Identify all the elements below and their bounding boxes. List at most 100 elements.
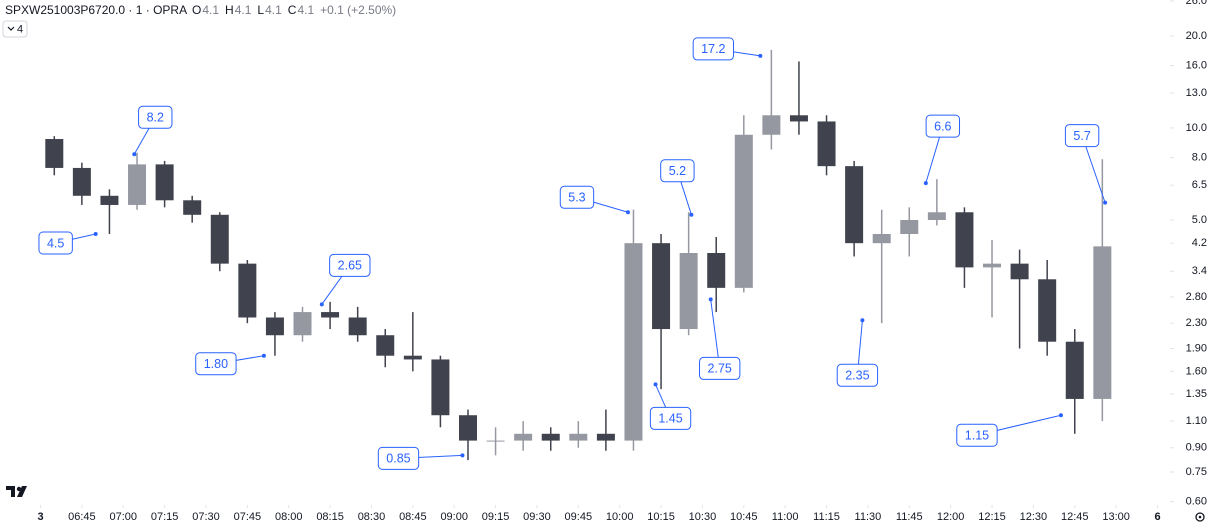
indicator-toggle[interactable] xyxy=(2,20,28,38)
callout-box xyxy=(836,363,879,387)
x-tick-label: 11:15 xyxy=(813,511,840,523)
y-tick-label: 2.80 xyxy=(1186,291,1207,303)
candle-body xyxy=(541,433,560,441)
candle-body xyxy=(155,164,174,201)
y-tick-label: 20.0 xyxy=(1186,30,1207,42)
candle-body xyxy=(927,212,946,221)
callout-label: 4.5 xyxy=(47,236,64,250)
x-tick-label: 6 xyxy=(1154,511,1160,523)
x-tick-label: 08:00 xyxy=(275,511,303,523)
ohlc-legend: O 4.1 H 4.1 L 4.1 C 4.1 +0.1 (+2.50%) xyxy=(192,3,396,17)
callout-label: 8.2 xyxy=(147,111,164,125)
candle-body xyxy=(128,164,147,205)
candle-body xyxy=(789,115,808,122)
ohlc-value: 4.1 xyxy=(265,3,282,17)
candle-body xyxy=(1038,279,1057,342)
x-tick-label: 11:00 xyxy=(772,511,799,523)
x-tick-label: 08:45 xyxy=(399,511,427,523)
candle-body xyxy=(1093,246,1112,399)
ohlc-value: 4.1 xyxy=(297,3,314,17)
callout-box xyxy=(649,406,692,430)
candle-body xyxy=(403,355,422,360)
candle-body xyxy=(845,166,864,244)
callout-point xyxy=(923,181,928,186)
callout-point xyxy=(261,353,266,358)
y-tick-label: 6.5 xyxy=(1192,179,1207,191)
candle-body xyxy=(458,415,477,441)
callout-point xyxy=(1103,200,1108,205)
candle-body xyxy=(486,440,505,442)
callout-box xyxy=(1064,124,1100,148)
y-tick-label: 13.0 xyxy=(1186,87,1207,99)
candle-body xyxy=(265,317,284,336)
x-tick-label: 07:45 xyxy=(234,511,262,523)
callout-point xyxy=(319,302,324,307)
callout-label: 5.2 xyxy=(669,164,686,178)
x-tick-label: 11:30 xyxy=(855,511,882,523)
y-tick-label: 4.2 xyxy=(1192,237,1207,249)
callout-label: 0.85 xyxy=(386,452,410,466)
callout-point xyxy=(689,212,694,217)
y-tick-label: 1.35 xyxy=(1186,388,1207,400)
candle-body xyxy=(734,134,753,288)
candle-body xyxy=(900,220,919,235)
candle-body xyxy=(210,214,229,264)
y-tick-label: 10.0 xyxy=(1186,122,1207,134)
ohlc-key: O xyxy=(192,3,201,17)
callout-label: 2.75 xyxy=(708,362,732,376)
chevron-icon xyxy=(7,26,15,31)
ohlc-key: H xyxy=(225,3,234,17)
callout-box xyxy=(38,231,73,255)
indicator-count[interactable]: 4 xyxy=(17,23,23,35)
callout-label: 1.80 xyxy=(204,357,228,371)
candle-body xyxy=(514,433,533,441)
callout-label: 17.2 xyxy=(701,42,725,56)
callout-point xyxy=(625,210,630,215)
candle-body xyxy=(955,212,974,268)
callout-point xyxy=(1058,413,1063,418)
x-tick-label: 11:45 xyxy=(896,511,923,523)
settings-icon[interactable] xyxy=(1195,512,1205,522)
callout-box xyxy=(956,423,998,447)
x-tick-label: 12:15 xyxy=(978,511,1006,523)
y-tick-label: 8.0 xyxy=(1192,151,1207,163)
callout-box xyxy=(329,253,371,277)
candle-body xyxy=(45,139,64,168)
callout-box xyxy=(699,356,741,380)
ohlc-key: L xyxy=(257,3,264,17)
callout-point xyxy=(653,382,658,387)
x-tick-label: 3 xyxy=(37,511,43,523)
x-tick-label: 08:30 xyxy=(358,511,386,523)
x-tick-label: 09:15 xyxy=(482,511,510,523)
callout-point xyxy=(860,318,865,323)
callout-label: 6.6 xyxy=(934,119,951,133)
callout-point xyxy=(132,152,137,157)
x-tick-label: 09:45 xyxy=(565,511,593,523)
y-tick-label: 1.60 xyxy=(1186,365,1207,377)
candle-body xyxy=(762,115,781,135)
candle-body xyxy=(238,263,257,318)
callout-box xyxy=(925,114,961,138)
x-tick-label: 07:30 xyxy=(192,511,220,523)
candle-body xyxy=(1010,263,1029,280)
y-tick-label: 0.90 xyxy=(1186,442,1207,454)
symbol: SPXW251003P6720.0 · 1 · OPRA xyxy=(5,3,187,17)
x-tick-label: 10:00 xyxy=(606,511,634,523)
tradingview-logo xyxy=(6,486,27,497)
candle-body xyxy=(652,243,671,330)
ohlc-value: 4.1 xyxy=(202,3,219,17)
callout-box xyxy=(660,159,695,183)
callout-label: 5.7 xyxy=(1073,129,1090,143)
x-tick-label: 07:15 xyxy=(151,511,179,523)
candle-body xyxy=(872,234,891,244)
callout-label: 1.15 xyxy=(965,429,989,443)
x-tick-label: 09:30 xyxy=(523,511,551,523)
candle-body xyxy=(596,433,615,441)
candle-body xyxy=(569,433,588,441)
callout-point xyxy=(460,453,465,458)
x-tick-label: 10:45 xyxy=(730,511,758,523)
callout-label: 2.35 xyxy=(845,369,869,383)
x-tick-label: 12:30 xyxy=(1020,511,1048,523)
candle-body xyxy=(321,312,340,318)
